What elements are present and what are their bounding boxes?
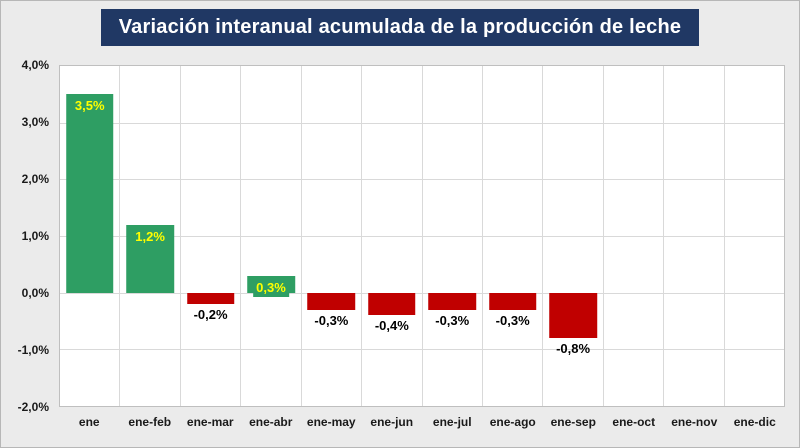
bar-value-label: -0,3% bbox=[435, 312, 470, 328]
x-axis-label: ene-feb bbox=[128, 415, 172, 429]
y-axis-tick-label: -2,0% bbox=[17, 400, 49, 414]
x-axis-label: ene-jul bbox=[432, 415, 472, 429]
bar-value-label: -0,3% bbox=[495, 312, 530, 328]
bar-column: -0,8% bbox=[543, 66, 604, 406]
bar-value-label: -0,3% bbox=[314, 312, 349, 328]
x-axis-label: ene-may bbox=[306, 415, 356, 429]
x-axis-label: ene-dic bbox=[733, 415, 776, 429]
bar-column bbox=[664, 66, 725, 406]
y-axis-tick-label: 1,0% bbox=[21, 229, 49, 243]
bar-value-label: -0,2% bbox=[193, 307, 228, 322]
x-axis-label: ene-oct bbox=[612, 415, 656, 429]
bar-column: 3,5% bbox=[60, 66, 121, 406]
y-axis-tick-label: 3,0% bbox=[21, 114, 49, 129]
x-axis: ene ene-feb ene-mar ene-abr ene-may ene-jun en… bbox=[59, 413, 785, 435]
bar-value-label: -0,8% bbox=[556, 341, 591, 356]
x-axis-label: ene bbox=[78, 415, 100, 429]
bar-column: -0,4% bbox=[362, 66, 423, 406]
bar bbox=[186, 292, 235, 304]
bar-column bbox=[604, 66, 665, 406]
bar bbox=[65, 94, 114, 293]
bar-value-label: -0,4% bbox=[374, 318, 409, 334]
bar bbox=[488, 292, 537, 310]
x-axis-label: ene-abr bbox=[249, 415, 293, 429]
y-axis-tick-label: 2,0% bbox=[21, 171, 49, 186]
bar-value-label: 1,2% bbox=[132, 227, 168, 246]
bar-value-label: 0,3% bbox=[253, 278, 289, 297]
bar-column: -0,3% bbox=[423, 66, 483, 406]
chart-title: Variación interanual acumulada de la pro… bbox=[100, 9, 700, 46]
x-axis-label: ene-mar bbox=[186, 415, 234, 429]
bar bbox=[307, 292, 356, 310]
x-axis-label: ene-jun bbox=[370, 415, 414, 429]
y-axis-tick-label: 0,0% bbox=[21, 285, 49, 300]
bar-column: 0,3% bbox=[241, 66, 302, 406]
x-axis-label: ene-nov bbox=[671, 415, 718, 429]
bar bbox=[549, 292, 597, 338]
bar bbox=[368, 292, 416, 316]
y-axis: 4,0% 3,0% 2,0% 1,0% 0,0% -1,0% -2,0% bbox=[1, 58, 53, 414]
bar bbox=[428, 292, 476, 310]
bar-value-label: 3,5% bbox=[71, 97, 108, 116]
bar-column: -0,3% bbox=[302, 66, 363, 406]
bar-column bbox=[725, 66, 784, 406]
bar-column: 1,2% bbox=[120, 66, 181, 406]
bar-column: -0,2% bbox=[181, 66, 242, 406]
bar-column: -0,3% bbox=[483, 66, 544, 406]
plot-area: 3,5% 1,2% -0,2% 0,3% -0,3% -0,4% -0,3% -0,3% -0,… bbox=[59, 65, 785, 407]
title-row: Variación interanual acumulada de la pro… bbox=[1, 9, 799, 46]
y-axis-tick-label: -1,0% bbox=[17, 343, 49, 357]
x-axis-label: ene-sep bbox=[550, 415, 596, 429]
y-axis-tick-label: 4,0% bbox=[21, 58, 49, 72]
x-axis-label: ene-ago bbox=[489, 415, 536, 429]
